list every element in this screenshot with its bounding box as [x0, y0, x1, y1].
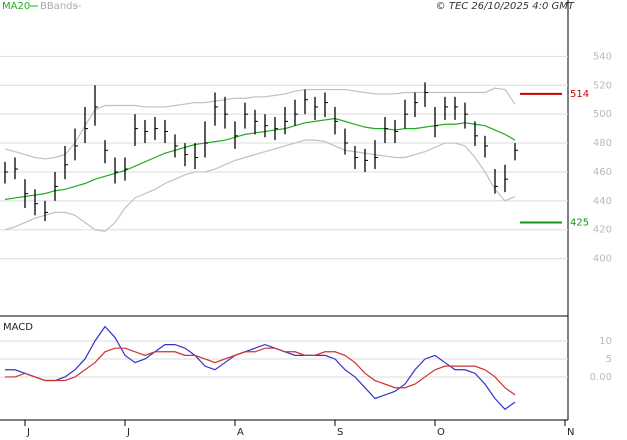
y-tick-label: 540: [593, 51, 612, 62]
y-tick-label: 500: [593, 109, 612, 120]
legend-bbands: BBands: [40, 1, 78, 12]
x-tick-label: J: [126, 427, 130, 438]
y-tick-label: 440: [593, 196, 612, 207]
legend-ma: MA20: [2, 1, 30, 12]
y-tick-label: 420: [593, 225, 612, 236]
y-tick-label: 400: [593, 254, 612, 265]
x-tick-label: S: [337, 427, 343, 438]
x-tick-label: N: [567, 427, 574, 438]
macd-title: MACD: [3, 322, 33, 333]
credit: © TEC 26/10/2025 4:0 GMT: [436, 1, 575, 12]
y-tick-label: 5: [606, 354, 612, 365]
y-tick-label: 10: [599, 336, 612, 347]
plot-area: [0, 0, 568, 410]
y-tick-label: 520: [593, 80, 612, 91]
macd-signal: [5, 347, 516, 396]
bollinger-upper: [4, 87, 516, 160]
ma20: [4, 117, 516, 200]
x-tick-label: A: [237, 427, 244, 438]
y-tick-label: 480: [593, 138, 612, 149]
x-tick-label: O: [437, 427, 445, 438]
level-label: 514: [570, 89, 589, 100]
x-tick-label: J: [26, 427, 30, 438]
macd-line: [5, 325, 516, 411]
level-label: 425: [570, 218, 589, 229]
bollinger-lower: [4, 139, 516, 232]
y-tick-label: 0.00: [590, 372, 612, 383]
y-tick-label: 460: [593, 167, 612, 178]
